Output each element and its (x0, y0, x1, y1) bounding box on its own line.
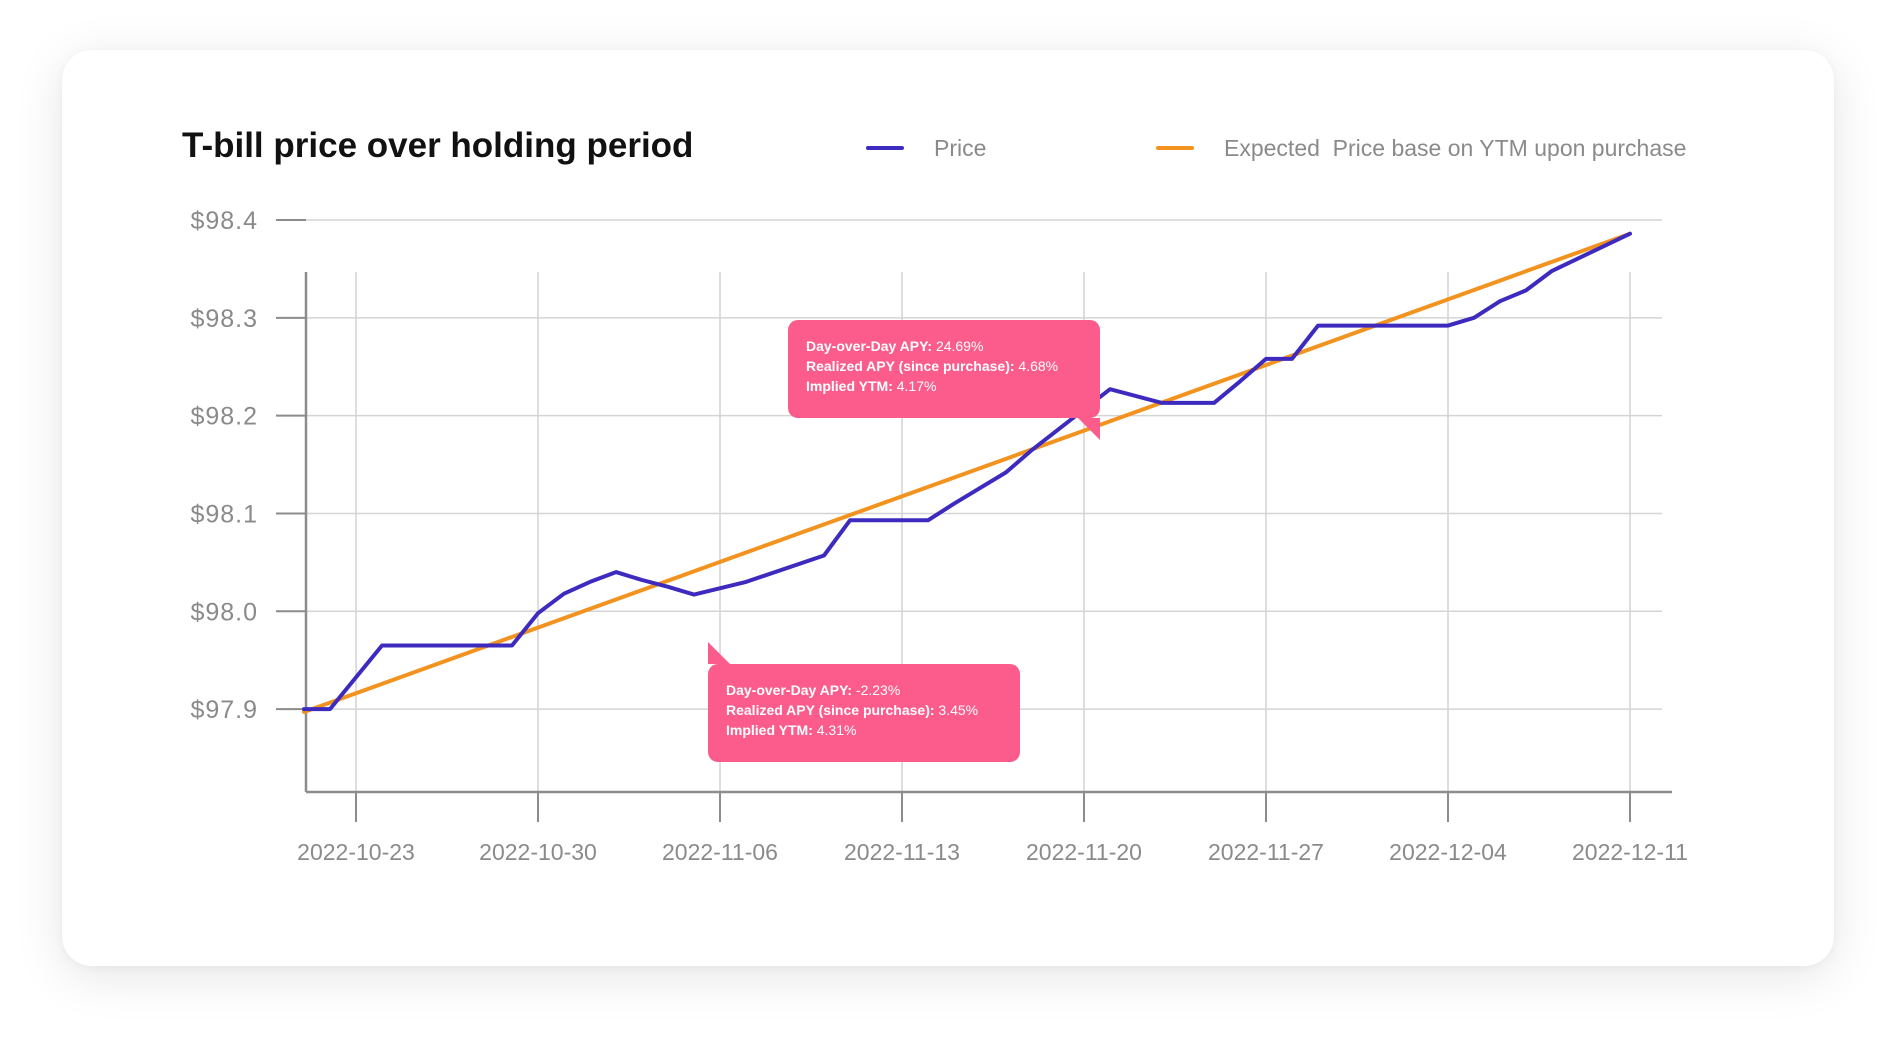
tooltip-nov-21: Day-over-Day APY: 24.69% Realized APY (s… (788, 320, 1100, 440)
tooltip-label: Day-over-Day APY: (806, 338, 933, 354)
price-line-chart: $97.9 $98.0 $98.1 $98.2 $98.3 $98.4 2022-10-23… (190, 207, 1688, 865)
tooltip-row-dod: Day-over-Day APY: 24.69% (806, 336, 1082, 356)
tooltip-label: Implied YTM: (726, 722, 813, 738)
legend-swatch-price (866, 146, 904, 150)
series-line-price (302, 231, 1632, 712)
tooltip-value: 4.17% (896, 378, 937, 394)
chart-card: T-bill price over holding period Price E… (62, 50, 1834, 966)
tooltip-label: Realized APY (since purchase): (726, 702, 935, 718)
x-tick-label: 2022-11-13 (844, 839, 960, 865)
tooltip-row-ytm: Implied YTM: 4.31% (726, 720, 1002, 740)
x-tick-label: 2022-10-23 (297, 839, 415, 865)
y-tick-label: $98.4 (190, 207, 258, 235)
legend-label-expected: Expected Price base on YTM upon purchase (1224, 134, 1687, 161)
y-tick-label: $98.1 (190, 500, 258, 528)
tooltip-row-realized: Realized APY (since purchase): 3.45% (726, 700, 1002, 720)
legend-item-price[interactable]: Price (866, 126, 986, 170)
x-tick-label: 2022-11-20 (1026, 839, 1142, 865)
y-tick-label: $98.3 (190, 305, 258, 333)
tooltip-row-dod: Day-over-Day APY: -2.23% (726, 680, 1002, 700)
x-tick-label: 2022-11-06 (662, 839, 778, 865)
tooltip-row-realized: Realized APY (since purchase): 4.68% (806, 356, 1082, 376)
y-tick-label: $98.2 (190, 403, 258, 431)
tooltip-value: 4.68% (1018, 358, 1059, 374)
tooltip-label: Realized APY (since purchase): (806, 358, 1015, 374)
tooltip-value: 24.69% (935, 338, 984, 354)
x-tick-label: 2022-10-30 (479, 839, 597, 865)
y-tick-label: $97.9 (190, 696, 258, 724)
tooltip-value: 3.45% (938, 702, 979, 718)
chart-legend: Price Expected Price base on YTM upon pu… (62, 126, 1834, 170)
tooltip-value: 4.31% (816, 722, 857, 738)
tooltip-pointer (1078, 418, 1100, 440)
tooltip-label: Day-over-Day APY: (726, 682, 853, 698)
x-tick-label: 2022-12-11 (1572, 839, 1688, 865)
tooltip-row-ytm: Implied YTM: 4.17% (806, 376, 1082, 396)
tooltip-label: Implied YTM: (806, 378, 893, 394)
y-tick-label: $98.0 (190, 598, 258, 626)
legend-item-expected[interactable]: Expected Price base on YTM upon purchase (1156, 126, 1686, 170)
x-tick-label: 2022-12-04 (1389, 839, 1507, 865)
series-line-expected (302, 231, 1632, 714)
chart-title: T-bill price over holding period (182, 126, 694, 165)
tooltip-nov-05: Day-over-Day APY: -2.23% Realized APY (s… (708, 642, 1020, 762)
tooltip-value: -2.23% (855, 682, 901, 698)
legend-swatch-expected (1156, 146, 1194, 150)
legend-label-price: Price (934, 134, 987, 161)
tooltip-pointer (708, 642, 730, 664)
x-tick-label: 2022-11-27 (1208, 839, 1324, 865)
